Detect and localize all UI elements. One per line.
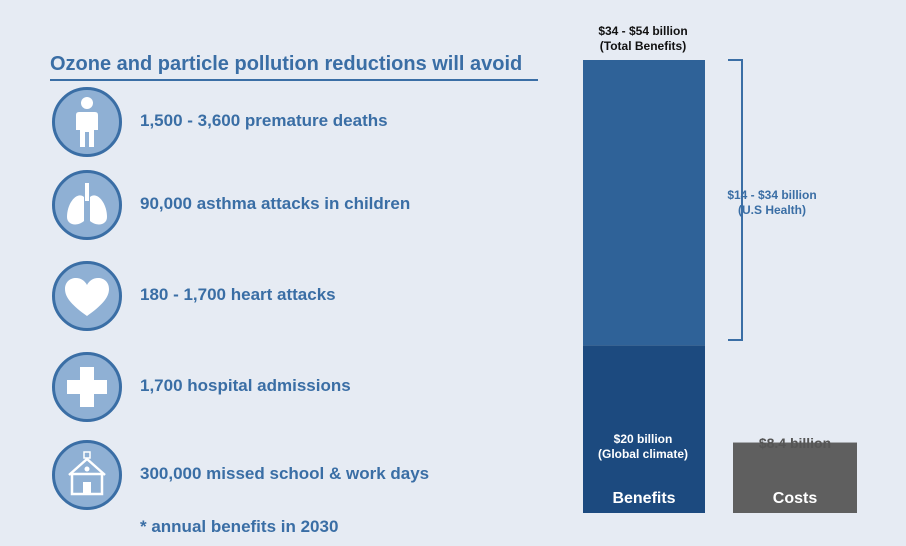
impact-missed-days: 300,000 missed school & work days xyxy=(52,440,472,514)
category-label-costs: Costs xyxy=(772,490,818,507)
lungs-icon xyxy=(52,170,122,240)
bar-costs xyxy=(733,442,857,513)
global-climate-value: $20 billion xyxy=(613,432,673,446)
impact-text: 300,000 missed school & work days xyxy=(140,464,430,483)
total-benefits-label: $34 - $54 billion (Total Benefits) xyxy=(583,24,703,54)
impact-text: 180 - 1,700 heart attacks xyxy=(140,285,336,304)
impact-text: 90,000 asthma attacks in children xyxy=(140,194,411,213)
total-benefits-value: $34 - $54 billion xyxy=(598,24,688,38)
global-climate-caption: (Global climate) xyxy=(597,447,689,461)
footnote: * annual benefits in 2030 xyxy=(140,517,339,536)
impact-text: 1,700 hospital admissions xyxy=(140,376,351,395)
heart-icon xyxy=(52,261,122,331)
us-health-caption: (U.S Health) xyxy=(737,203,806,217)
global-climate-label: $20 billion (Global climate) xyxy=(583,432,703,462)
us-health-bracket xyxy=(728,59,743,341)
schoolhouse-icon xyxy=(52,440,122,510)
impact-asthma-attacks: 90,000 asthma attacks in children xyxy=(52,170,472,244)
category-label-benefits: Benefits xyxy=(612,490,676,507)
cost-value-label: $8.4 billion xyxy=(758,435,832,451)
heading-underline xyxy=(50,79,538,81)
bar-global-climate xyxy=(583,345,705,513)
impact-text: 1,500 - 3,600 premature deaths xyxy=(140,111,388,130)
chart-heading: Ozone and particle pollution reductions … xyxy=(50,53,523,75)
bar-us-health xyxy=(583,60,705,346)
impact-hospital-admissions: 1,700 hospital admissions xyxy=(52,352,472,426)
impact-heart-attacks: 180 - 1,700 heart attacks xyxy=(52,261,472,335)
us-health-value: $14 - $34 billion xyxy=(727,188,817,202)
us-health-label: $14 - $34 billion (U.S Health) xyxy=(712,188,832,218)
total-benefits-caption: (Total Benefits) xyxy=(599,39,687,53)
impact-premature-deaths: 1,500 - 3,600 premature deaths xyxy=(52,87,472,161)
person-icon xyxy=(52,87,122,157)
medical-cross-icon xyxy=(52,352,122,422)
